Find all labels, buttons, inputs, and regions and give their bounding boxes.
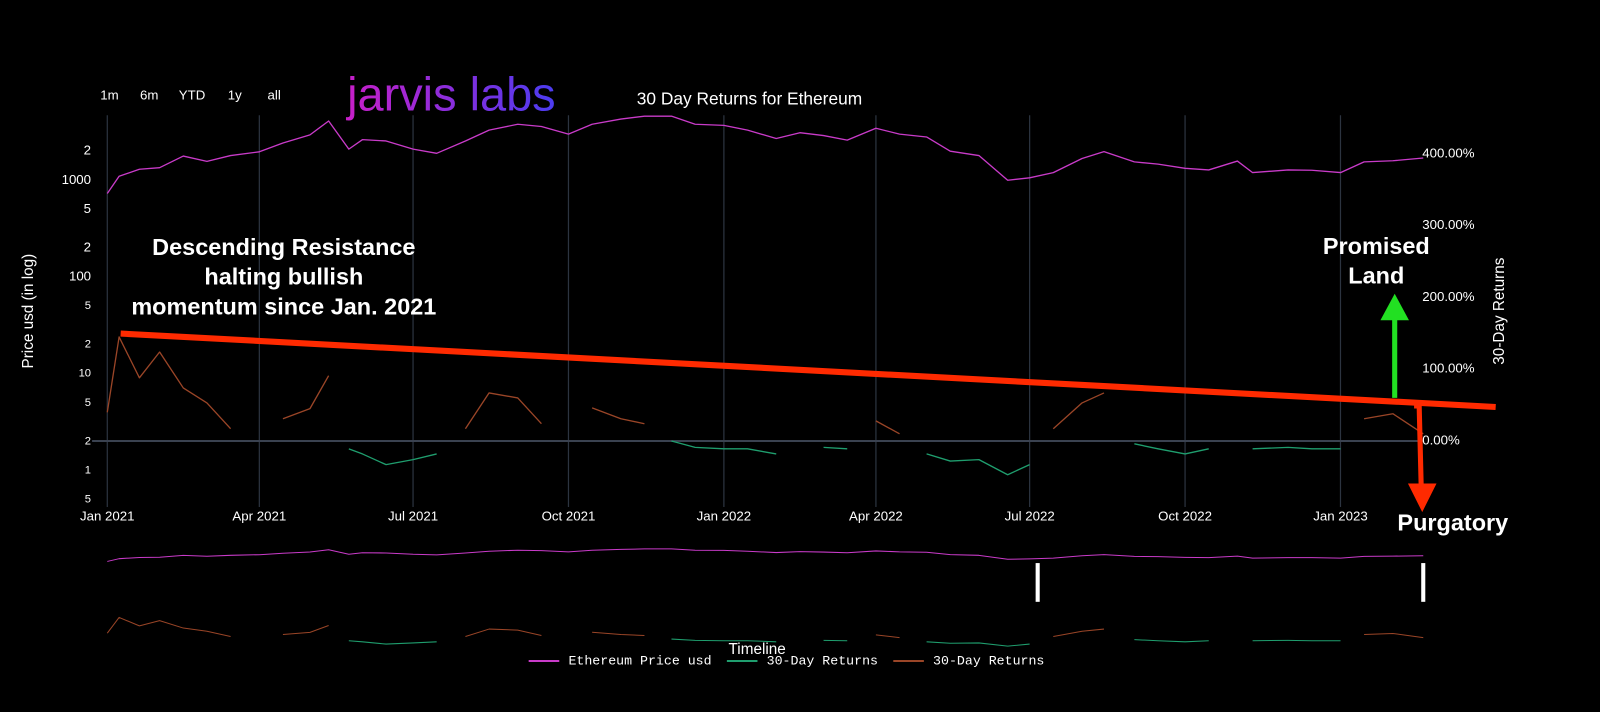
- y-tick-label: 10: [79, 368, 91, 380]
- x-tick-label: Oct 2022: [1158, 509, 1212, 524]
- range-button[interactable]: 1m: [100, 87, 118, 102]
- y-tick-label: 1: [85, 464, 91, 476]
- y2-axis-label: 30-Day Returns: [1491, 257, 1508, 364]
- y-tick-label: 2: [85, 339, 91, 351]
- range-button[interactable]: YTD: [179, 87, 206, 102]
- range-button[interactable]: 6m: [140, 87, 158, 102]
- x-tick-label: Apr 2021: [232, 509, 286, 524]
- series-line: [348, 440, 1341, 476]
- series-line: [106, 336, 1424, 435]
- arrow-up-head: [1380, 293, 1409, 321]
- x-tick-label: Jul 2022: [1005, 509, 1055, 524]
- y-axis-label: Price usd (in log): [20, 254, 37, 369]
- y-tick-label: 100: [69, 269, 91, 284]
- range-button[interactable]: 1y: [228, 87, 242, 102]
- x-tick-label: Jan 2021: [80, 509, 135, 524]
- y-tick-label: 2: [85, 435, 91, 447]
- annotation: Purgatory: [1397, 510, 1508, 536]
- x-tick-label: Oct 2021: [542, 509, 596, 524]
- series-line: [107, 548, 1424, 562]
- series-line: [106, 115, 1424, 194]
- y-tick-label: 2: [84, 239, 91, 254]
- series-line: [106, 616, 1424, 639]
- series-line: [348, 638, 1341, 647]
- x-tick-label: Apr 2022: [849, 509, 903, 524]
- annotation: Descending Resistance: [152, 234, 415, 260]
- y2-tick-label: 0.00%: [1422, 432, 1460, 447]
- annotation: halting bullish: [204, 264, 363, 290]
- grid: [92, 115, 1424, 507]
- x-tick-label: Jul 2021: [388, 509, 438, 524]
- y2-tick-label: 300.00%: [1422, 217, 1475, 232]
- annotation: Promised: [1323, 233, 1430, 259]
- logo: jarvis labs: [345, 68, 556, 120]
- legend-label: 30-Day Returns: [767, 653, 878, 668]
- y-tick-label: 5: [85, 397, 91, 409]
- legend-label: 30-Day Returns: [933, 653, 1044, 668]
- arrow-down: [1414, 403, 1424, 488]
- legend-label: Ethereum Price usd: [568, 653, 711, 668]
- y-tick-label: 5: [85, 300, 91, 312]
- y-tick-label: 5: [85, 494, 91, 506]
- arrow-down-head: [1407, 483, 1437, 513]
- plot: [106, 115, 1424, 647]
- x-axis-label: Timeline: [729, 641, 786, 658]
- y2-tick-label: 100.00%: [1422, 361, 1475, 376]
- y2-tick-label: 400.00%: [1422, 146, 1475, 161]
- y-tick-label: 5: [84, 201, 91, 216]
- x-tick-label: Jan 2023: [1313, 509, 1368, 524]
- y-tick-label: 1000: [62, 172, 91, 187]
- x-tick-label: Jan 2022: [697, 509, 752, 524]
- annotation: Land: [1348, 263, 1404, 289]
- y2-tick-label: 200.00%: [1422, 289, 1475, 304]
- resistance-line: [120, 330, 1496, 411]
- annotation: momentum since Jan. 2021: [131, 293, 436, 319]
- range-button[interactable]: all: [268, 87, 281, 102]
- chart-title: 30 Day Returns for Ethereum: [637, 89, 862, 109]
- y-tick-label: 2: [84, 143, 91, 158]
